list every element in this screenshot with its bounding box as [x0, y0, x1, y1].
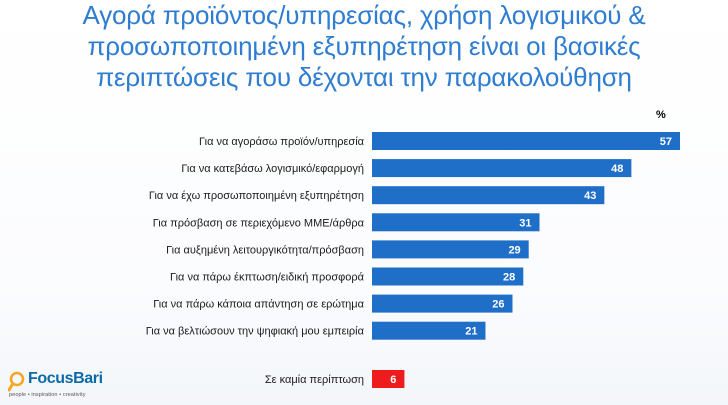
title-line-3: περιπτώσεις που δέχονται την παρακολούθη… — [96, 62, 632, 92]
bar-none — [372, 370, 405, 388]
title-line-1: Αγορά προϊόντος/υπηρεσίας, χρήση λογισμι… — [82, 0, 646, 30]
category-label-7: Για να πάρω κάποια απάντηση σε ερώτημα — [153, 299, 364, 311]
title-line-2: προσωποποιημένη εξυπηρέτηση είναι οι βασ… — [87, 31, 641, 61]
value-label-5: 29 — [508, 244, 520, 256]
value-label-7: 26 — [492, 299, 504, 311]
bar-8 — [372, 321, 486, 340]
value-label-4: 31 — [519, 217, 531, 229]
bar-5 — [372, 240, 529, 259]
logo-name: FocusBari — [28, 370, 103, 387]
value-label-6: 28 — [503, 272, 515, 284]
category-label-3: Για να έχω προσωποποιημένη εξυπηρέτηση — [149, 190, 364, 202]
value-label-8: 21 — [465, 326, 477, 338]
magnifier-icon — [8, 371, 25, 392]
bar-2 — [372, 159, 632, 178]
category-label-6: Για να πάρω έκπτωση/ειδική προσφορά — [170, 272, 365, 284]
category-label-2: Για να κατεβάσω λογισμικό/εφαρμογή — [181, 163, 364, 175]
chart-title: Αγορά προϊόντος/υπηρεσίας, χρήση λογισμι… — [8, 0, 720, 93]
focusbari-logo: FocusBari people • inspiration • creativ… — [6, 367, 146, 401]
value-label-3: 43 — [584, 190, 596, 202]
bar-3 — [372, 186, 605, 205]
category-label-1: Για να αγοράσω προϊόν/υπηρεσία — [199, 136, 365, 148]
value-label-none: 6 — [390, 374, 396, 386]
value-label-2: 48 — [611, 163, 623, 175]
bar-7 — [372, 294, 513, 313]
category-label-8: Για να βελτιώσουν την ψηφιακή μου εμπειρ… — [146, 326, 365, 338]
category-label-5: Για αυξημένη λειτουργικότητα/πρόσβαση — [166, 244, 364, 256]
value-label-1: 57 — [660, 136, 672, 148]
category-label-4: Για πρόσβαση σε περιεχόμενο ΜΜΕ/άρθρα — [153, 217, 365, 229]
category-label-none: Σε καμία περίπτωση — [265, 374, 364, 386]
bar-1 — [372, 132, 680, 150]
bar-6 — [372, 267, 524, 286]
logo-tagline: people • inspiration • creativity — [9, 392, 86, 398]
percent-unit-label: % — [656, 109, 666, 121]
bar-4 — [372, 213, 540, 232]
